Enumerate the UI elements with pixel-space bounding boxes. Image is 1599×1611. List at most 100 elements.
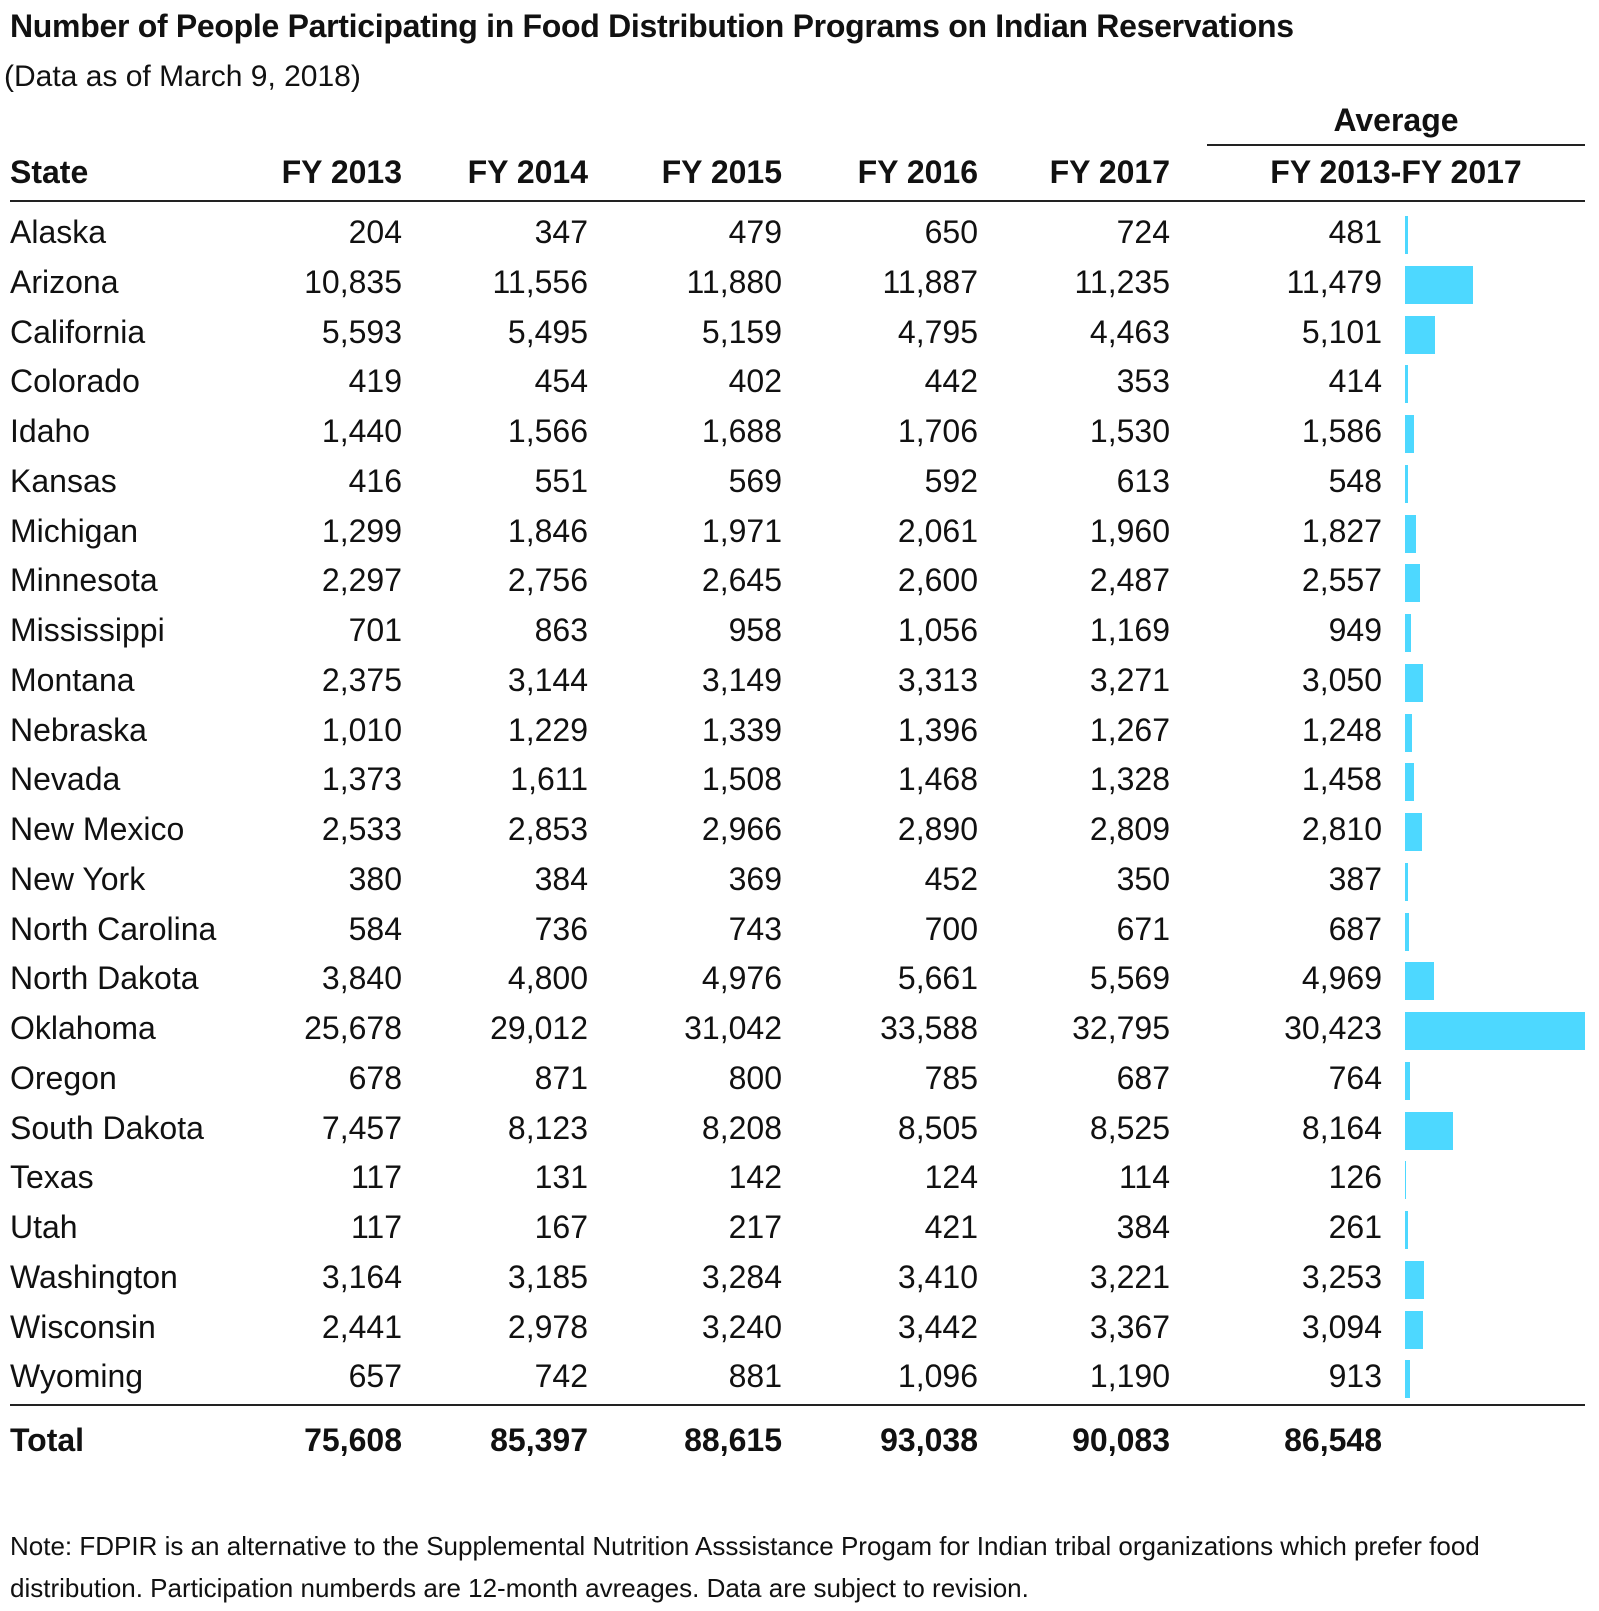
fy2017-cell: 8,525 (1089, 1109, 1170, 1146)
average-cell: 1,827 (1301, 512, 1382, 549)
header-state: State (10, 154, 89, 190)
table-row: Alaska 204 347 479 650 724 481 (0, 206, 1599, 257)
fy2016-cell: 3,313 (897, 661, 978, 698)
table-row: Utah 117 167 217 421 384 261 (0, 1201, 1599, 1252)
average-cell: 3,253 (1301, 1258, 1382, 1295)
table-row: Wyoming 657 742 881 1,096 1,190 913 (0, 1350, 1599, 1401)
fy2015-cell: 5,159 (701, 313, 782, 350)
average-cell: 30,423 (1284, 1010, 1382, 1046)
average-cell: 5,101 (1301, 313, 1382, 350)
table-row: Montana 2,375 3,144 3,149 3,313 3,271 3,050 (0, 654, 1599, 705)
fy2016-cell: 592 (924, 462, 978, 499)
fy2014-cell: 167 (534, 1209, 588, 1245)
footnote: Note: FDPIR is an alternative to the Sup… (10, 1531, 1480, 1603)
fy2014-cell: 1,846 (507, 512, 588, 549)
state-cell: Idaho (10, 413, 91, 449)
header-fy2013: FY 2013 (281, 154, 402, 190)
average-cell: 687 (1328, 910, 1382, 947)
average-bar (1405, 813, 1422, 851)
fy2017-cell: 353 (1116, 363, 1170, 400)
average-bar (1405, 1012, 1585, 1050)
fy2014-cell: 454 (534, 363, 588, 400)
total-fy2016: 93,038 (880, 1422, 978, 1458)
fy2015-cell: 2,966 (701, 811, 782, 847)
fy2017-cell: 5,569 (1089, 960, 1170, 997)
fy2015-cell: 2,645 (701, 562, 782, 599)
fy2017-cell: 687 (1116, 1059, 1170, 1096)
header-fy2017: FY 2017 (1049, 154, 1170, 190)
fy2017-cell: 671 (1116, 910, 1170, 947)
table-row: Wisconsin 2,441 2,978 3,240 3,442 3,367 3,094 (0, 1301, 1599, 1352)
fy2015-cell: 569 (728, 462, 782, 499)
average-cell: 764 (1328, 1059, 1382, 1096)
fy2013-cell: 657 (348, 1358, 402, 1395)
fy2016-cell: 1,468 (897, 761, 978, 798)
fy2014-cell: 736 (534, 910, 588, 947)
fy2013-cell: 584 (348, 910, 402, 947)
chart-subtitle: (Data as of March 9, 2018) (4, 60, 361, 93)
fy2016-cell: 421 (924, 1209, 978, 1245)
fy2013-cell: 1,373 (321, 761, 402, 798)
state-cell: South Dakota (10, 1109, 204, 1146)
average-cell: 548 (1328, 462, 1382, 499)
fy2016-cell: 1,096 (897, 1358, 978, 1395)
state-cell: Minnesota (10, 562, 158, 599)
fy2013-cell: 3,840 (321, 960, 402, 997)
table-row: New Mexico 2,533 2,853 2,966 2,890 2,809 2,810 (0, 803, 1599, 854)
fy2015-cell: 1,508 (701, 761, 782, 798)
average-group-header: Average (1207, 102, 1585, 146)
fy2014-cell: 11,556 (492, 263, 589, 300)
fy2016-cell: 1,396 (897, 711, 978, 748)
state-cell: Wisconsin (10, 1308, 156, 1345)
average-bar (1405, 415, 1414, 453)
fy2017-cell: 613 (1116, 462, 1170, 499)
state-cell: Oregon (10, 1059, 117, 1096)
average-bar (1405, 1360, 1410, 1399)
total-row: Total 75,608 85,397 88,615 93,038 90,083… (0, 1414, 1599, 1465)
fy2017-cell: 1,190 (1089, 1358, 1170, 1395)
header-fy2016: FY 2016 (857, 154, 978, 190)
fy2013-cell: 25,678 (304, 1010, 402, 1046)
average-cell: 3,094 (1301, 1308, 1382, 1345)
state-cell: Arizona (10, 263, 119, 300)
state-cell: Texas (10, 1159, 94, 1196)
fy2016-cell: 1,706 (897, 413, 978, 449)
table-row: North Dakota 3,840 4,800 4,976 5,661 5,569 4,9… (0, 952, 1599, 1003)
fy2015-cell: 402 (728, 363, 782, 400)
fy2015-cell: 31,042 (684, 1010, 782, 1046)
average-cell: 481 (1328, 214, 1382, 250)
average-cell: 261 (1328, 1209, 1382, 1245)
average-bar (1405, 713, 1412, 752)
header-fy2014: FY 2014 (467, 154, 588, 190)
average-cell: 2,810 (1301, 811, 1382, 847)
average-cell: 387 (1328, 860, 1382, 897)
fy2013-cell: 2,533 (321, 811, 402, 847)
fy2014-cell: 3,185 (507, 1258, 588, 1295)
state-cell: North Carolina (10, 910, 217, 947)
average-cell: 11,479 (1286, 263, 1383, 300)
fy2013-cell: 678 (348, 1059, 402, 1096)
fy2017-cell: 3,367 (1089, 1308, 1170, 1345)
fy2013-cell: 1,010 (321, 711, 402, 748)
average-bar (1405, 365, 1408, 404)
fy2014-cell: 742 (534, 1358, 588, 1395)
fy2017-cell: 11,235 (1074, 263, 1171, 300)
average-bar (1405, 763, 1414, 802)
average-cell: 1,248 (1301, 711, 1382, 748)
average-bar (1405, 216, 1408, 254)
fy2015-cell: 1,971 (701, 512, 782, 549)
state-cell: Oklahoma (10, 1010, 156, 1046)
average-cell: 126 (1328, 1159, 1382, 1196)
fy2013-cell: 7,457 (321, 1109, 402, 1146)
fy2013-cell: 2,375 (321, 661, 402, 698)
fy2015-cell: 3,149 (701, 661, 782, 698)
fy2017-cell: 1,960 (1089, 512, 1170, 549)
fy2013-cell: 117 (350, 1209, 402, 1245)
fy2016-cell: 452 (924, 860, 978, 897)
fy2014-cell: 1,566 (507, 413, 588, 449)
table-header: State FY 2013 FY 2014 FY 2015 FY 2016 FY… (0, 148, 1585, 204)
state-cell: Colorado (10, 363, 140, 400)
fy2015-cell: 8,208 (701, 1109, 782, 1146)
average-bar (1405, 1111, 1453, 1150)
fy2013-cell: 1,440 (321, 413, 402, 449)
